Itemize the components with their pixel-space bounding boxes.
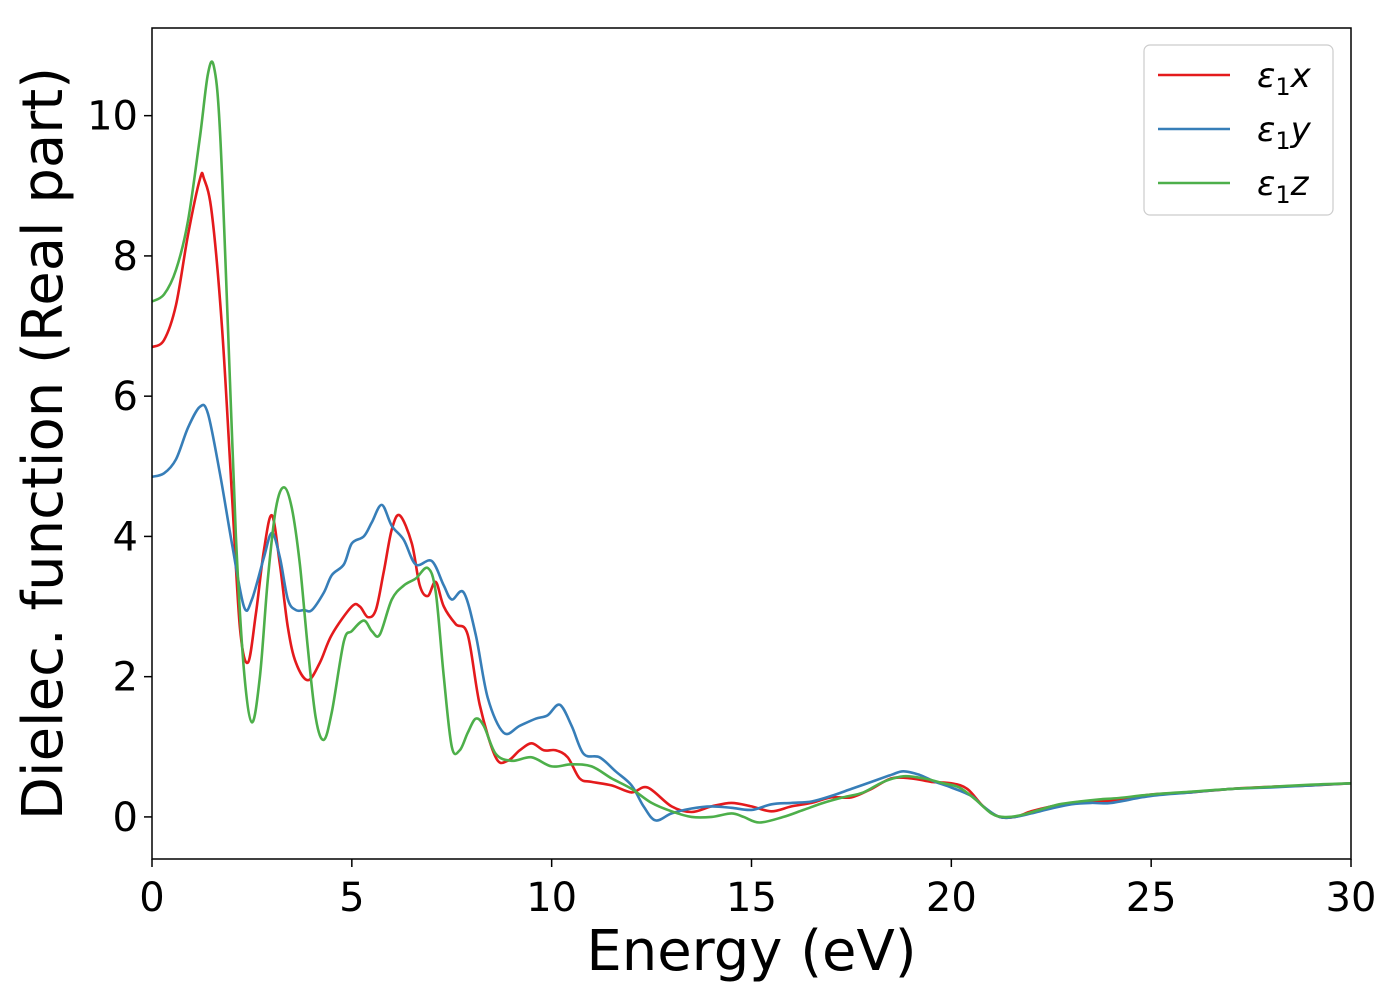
x-tick-label: 15 xyxy=(726,875,777,921)
series-line-z xyxy=(151,60,1352,824)
legend-box xyxy=(1143,44,1334,216)
legend-label: ε1x xyxy=(1257,56,1312,101)
x-tick-label: 0 xyxy=(139,875,164,921)
y-tick-label: 0 xyxy=(113,795,138,841)
x-tick-label: 30 xyxy=(1326,875,1377,921)
y-axis: 0 2 4 6 8 10 xyxy=(87,94,152,841)
x-axis-title: Energy (eV) xyxy=(586,919,916,984)
legend-label: ε1y xyxy=(1257,110,1312,155)
y-tick-label: 2 xyxy=(113,655,138,701)
x-tick-label: 10 xyxy=(526,875,577,921)
y-tick-label: 4 xyxy=(113,514,138,560)
x-tick-label: 25 xyxy=(1126,875,1177,921)
x-axis: 0 5 10 15 20 25 30 xyxy=(139,859,1376,921)
y-tick-label: 10 xyxy=(87,94,138,140)
legend: ε1x ε1y ε1z xyxy=(1143,44,1334,216)
legend-label: ε1z xyxy=(1257,164,1310,209)
y-tick-label: 8 xyxy=(113,234,138,280)
x-tick-label: 5 xyxy=(339,875,364,921)
x-tick-label: 20 xyxy=(926,875,977,921)
y-tick-label: 6 xyxy=(113,374,138,420)
y-axis-title: Dielec. function (Real part) xyxy=(11,67,76,820)
series-layer xyxy=(151,60,1352,824)
